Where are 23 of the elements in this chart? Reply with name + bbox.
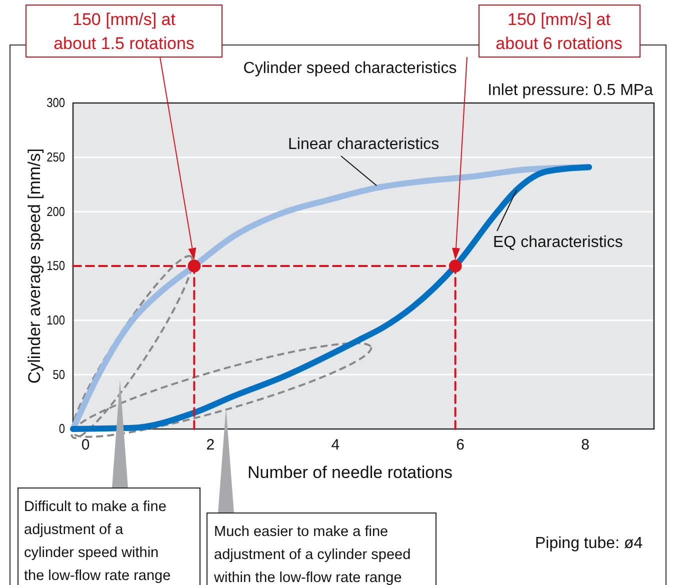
y-tick-label: 50 [52,366,66,382]
text: Inlet pressure: 0.5 MPa [488,82,654,99]
x-tick-label: 6 [456,436,465,454]
text: Much easier to make a fine adjustment of a cylinder speed within the low-flow rate range [213,524,411,585]
x-tick-label: 8 [581,436,590,454]
x-tick-label: 4 [331,436,340,454]
text: 150 [mm/s] at about 6 rotations [496,10,622,53]
x-axis-title: Number of needle rotations [247,463,453,482]
x-tick-label: 0 [81,436,90,454]
y-tick-label: 200 [46,204,66,220]
y-tick-label: 250 [46,150,66,165]
y-tick-label: 150 [46,258,66,274]
text: Piping tube: ø4 [535,535,643,552]
text: Difficult to make a fine adjustment of a cylinder speed within the low-flow rate range [24,499,171,584]
x-tick-label: 2 [206,436,215,454]
annotation: EQ characteristics [493,234,623,251]
y-tick-label: 0 [58,421,66,436]
text: 150 [mm/s] at about 1.5 rotations [54,10,194,53]
chart-title: Cylinder speed characteristics [243,60,457,77]
y-tick-label: 100 [46,312,66,328]
y-axis-title: Cylinder average speed [mm/s] [25,148,44,384]
annotation: Linear characteristics [288,136,440,153]
y-tick-label: 300 [46,95,66,110]
